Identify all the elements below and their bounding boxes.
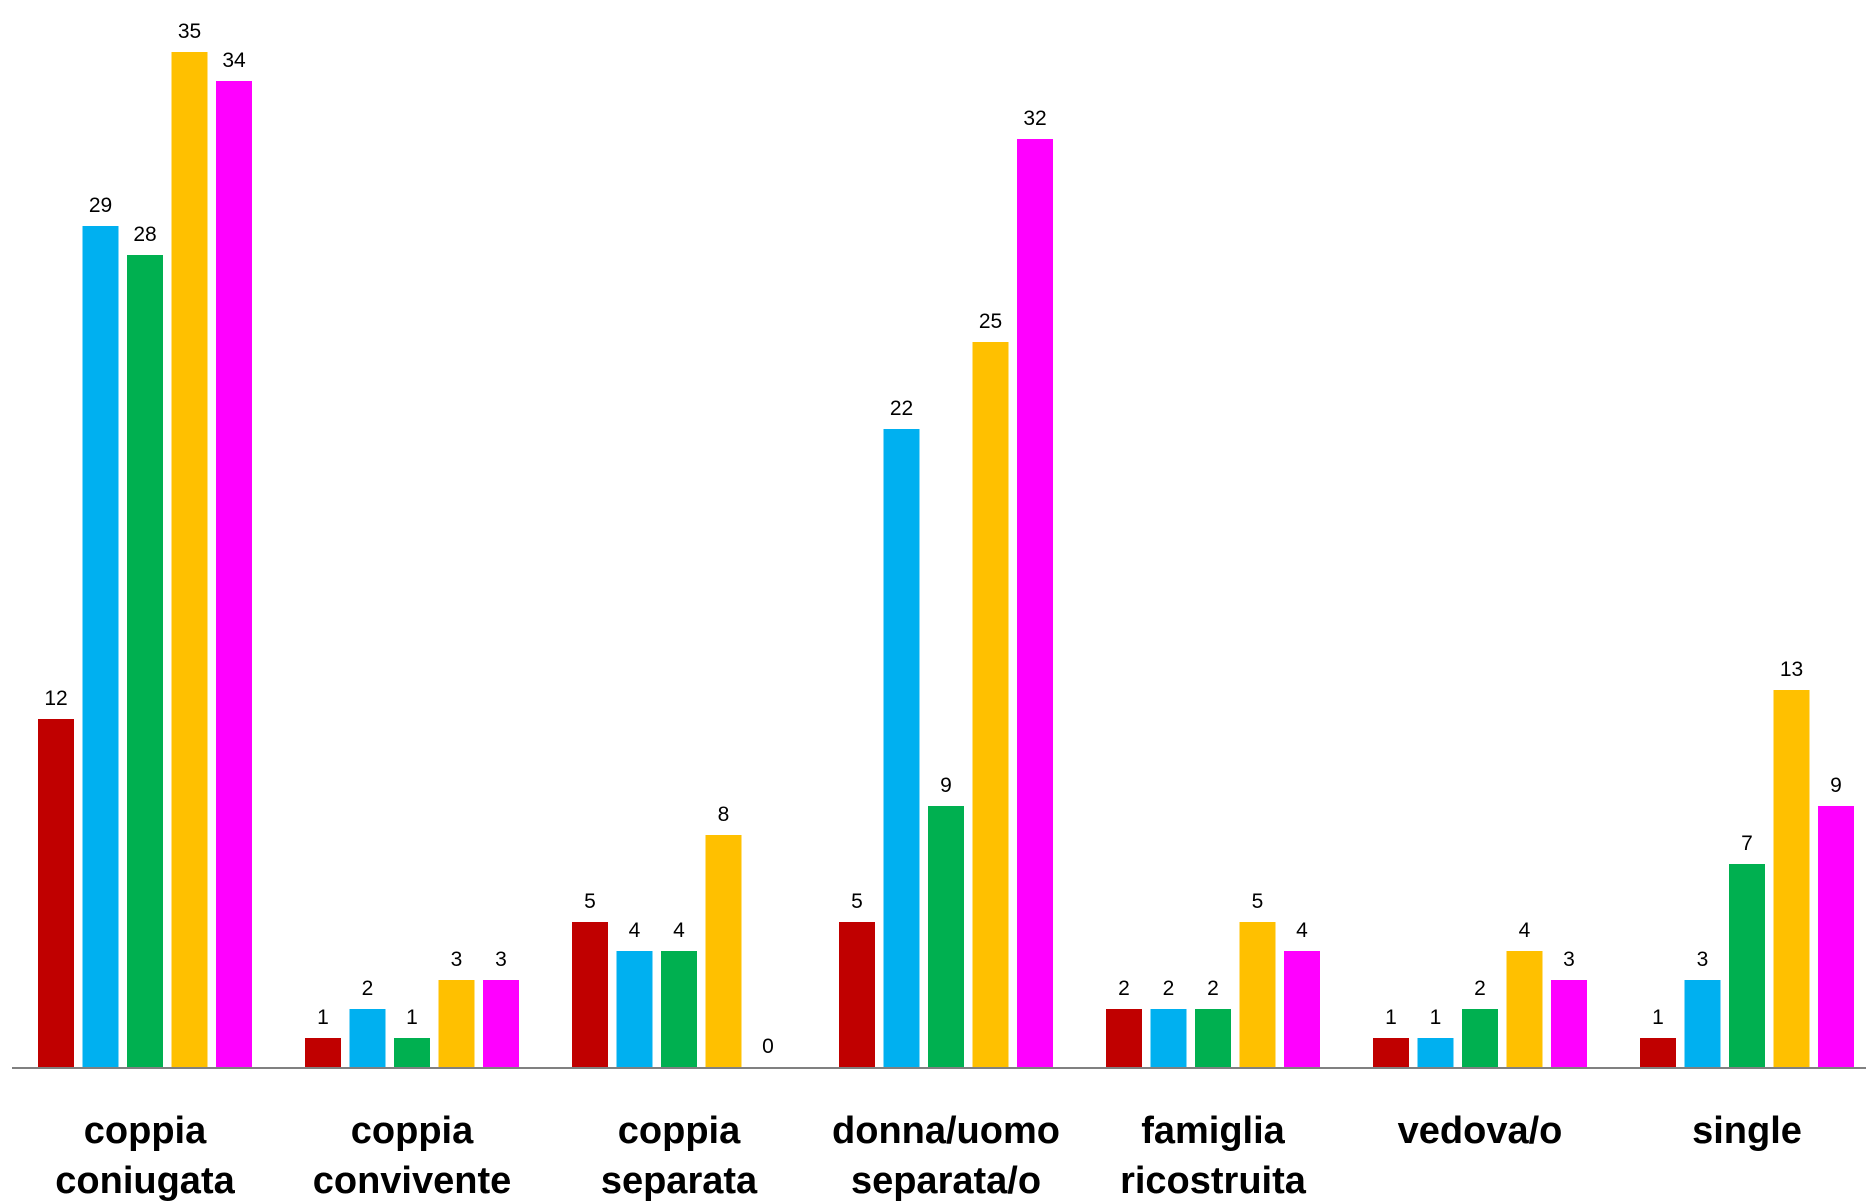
value-label-c5-s3: 4 (1519, 919, 1531, 942)
category-label-4-line-0: famiglia (1141, 1110, 1285, 1152)
bar-c4-s0 (1106, 1009, 1142, 1067)
bar-c1-s0 (305, 1038, 341, 1067)
value-label-c2-s3: 8 (718, 803, 730, 826)
value-label-c6-s4: 9 (1830, 774, 1842, 797)
category-label-2-line-1: separata (601, 1160, 758, 1201)
category-label-2-line-0: coppia (618, 1110, 741, 1152)
bar-c0-s2 (127, 255, 163, 1067)
category-label-1-line-0: coppia (351, 1110, 474, 1152)
value-label-c0-s4: 34 (222, 49, 246, 72)
bar-c2-s2 (661, 951, 697, 1067)
bar-c5-s1 (1417, 1038, 1454, 1067)
value-label-c6-s3: 13 (1780, 658, 1803, 681)
value-label-c4-s3: 5 (1252, 890, 1264, 913)
bar-c6-s2 (1729, 864, 1765, 1067)
value-label-c1-s0: 1 (317, 1006, 329, 1029)
bar-c0-s3 (171, 52, 208, 1067)
bar-c5-s2 (1462, 1009, 1498, 1067)
value-label-c4-s0: 2 (1118, 977, 1130, 1000)
value-label-c4-s2: 2 (1207, 977, 1219, 1000)
value-label-c2-s4: 0 (762, 1035, 774, 1058)
category-labels-layer: coppia coniugata coppia convivente coppia sep… (55, 1110, 1802, 1201)
value-label-c1-s2: 1 (406, 1006, 418, 1029)
value-label-c0-s2: 28 (133, 223, 156, 246)
category-label-1-line-1: convivente (313, 1160, 512, 1201)
value-label-c2-s2: 4 (673, 919, 685, 942)
value-label-c5-s4: 3 (1563, 948, 1575, 971)
bar-c5-s0 (1373, 1038, 1409, 1067)
value-label-c3-s1: 22 (890, 397, 913, 420)
value-label-c3-s3: 25 (979, 310, 1002, 333)
value-label-c1-s3: 3 (451, 948, 463, 971)
category-label-0-line-0: coppia (84, 1110, 207, 1152)
value-label-c6-s0: 1 (1652, 1006, 1664, 1029)
bar-c2-s0 (572, 922, 608, 1067)
category-label-3-line-1: separata/o (851, 1160, 1041, 1201)
bar-c6-s3 (1773, 690, 1810, 1067)
category-label-5-line-0: vedova/o (1398, 1110, 1563, 1152)
value-label-c6-s1: 3 (1697, 948, 1709, 971)
value-label-c1-s1: 2 (362, 977, 374, 1000)
bar-c5-s4 (1551, 980, 1587, 1067)
value-label-c2-s1: 4 (629, 919, 641, 942)
value-label-c1-s4: 3 (495, 948, 507, 971)
category-label-4-line-1: ricostruita (1120, 1160, 1307, 1201)
bar-c3-s3 (972, 342, 1009, 1067)
bar-c0-s0 (38, 719, 74, 1067)
bar-c4-s3 (1239, 922, 1276, 1067)
value-label-c4-s1: 2 (1163, 977, 1175, 1000)
bar-c3-s2 (928, 806, 964, 1067)
bar-c6-s0 (1640, 1038, 1676, 1067)
value-label-c0-s1: 29 (89, 194, 112, 217)
value-label-c6-s2: 7 (1741, 832, 1753, 855)
bar-c6-s4 (1818, 806, 1854, 1067)
value-label-c3-s2: 9 (940, 774, 952, 797)
bar-c5-s3 (1506, 951, 1543, 1067)
bar-c0-s1 (82, 226, 119, 1067)
category-label-3-line-0: donna/uomo (832, 1110, 1060, 1152)
bar-c1-s1 (349, 1009, 386, 1067)
category-label-6-line-0: single (1692, 1110, 1802, 1152)
bar-c4-s4 (1284, 951, 1320, 1067)
bar-c0-s4 (216, 81, 252, 1067)
value-label-c3-s4: 32 (1023, 107, 1046, 130)
bar-c6-s1 (1684, 980, 1721, 1067)
bar-c3-s1 (883, 429, 920, 1067)
bar-c2-s3 (705, 835, 742, 1067)
value-label-c3-s0: 5 (851, 890, 863, 913)
bar-c4-s2 (1195, 1009, 1231, 1067)
value-label-c0-s0: 12 (44, 687, 67, 710)
bars-layer (38, 52, 1854, 1067)
bar-c1-s2 (394, 1038, 430, 1067)
bar-c2-s1 (616, 951, 653, 1067)
value-label-c5-s0: 1 (1385, 1006, 1397, 1029)
bar-c3-s4 (1017, 139, 1053, 1067)
bar-c4-s1 (1150, 1009, 1187, 1067)
value-label-c5-s1: 1 (1430, 1006, 1442, 1029)
value-label-c2-s0: 5 (584, 890, 596, 913)
value-label-c5-s2: 2 (1474, 977, 1486, 1000)
bar-c3-s0 (839, 922, 875, 1067)
bar-c1-s3 (438, 980, 475, 1067)
value-label-c0-s3: 35 (178, 20, 201, 43)
value-label-c4-s4: 4 (1296, 919, 1308, 942)
bar-c1-s4 (483, 980, 519, 1067)
category-label-0-line-1: coniugata (55, 1160, 235, 1201)
